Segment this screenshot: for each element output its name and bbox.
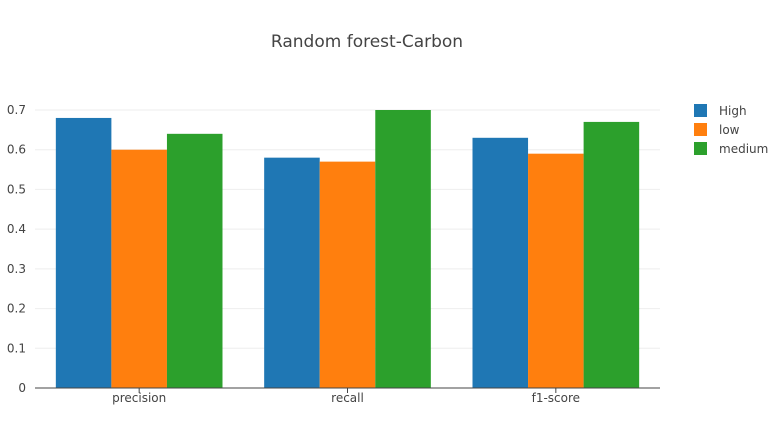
bar-high-f1-score[interactable] [472,137,529,388]
y-tick-label: 0.2 [7,302,26,316]
y-tick-label: 0.4 [7,222,26,236]
bar-high-precision[interactable] [55,117,112,388]
legend-swatch-medium[interactable] [694,142,707,155]
legend-swatch-low[interactable] [694,123,707,136]
legend-label-medium[interactable]: medium [719,142,768,156]
x-tick-label: recall [331,391,364,405]
bar-medium-recall[interactable] [375,110,431,388]
bar-low-precision[interactable] [111,149,167,388]
y-tick-label: 0 [18,381,26,395]
legend-label-low[interactable]: low [719,123,740,137]
legend-swatch-high[interactable] [694,104,707,117]
y-tick-label: 0.5 [7,182,26,196]
bar-medium-precision[interactable] [166,133,223,388]
y-tick-label: 0.7 [7,103,26,117]
chart-title: Random forest-Carbon [271,32,463,52]
axes: 0 0.1 0.2 0.3 0.4 0.5 0.6 0.7 precision recall f1-… [7,103,660,405]
x-tick-label: precision [112,391,166,405]
legend-label-high[interactable]: High [719,104,747,118]
y-tick-label: 0.6 [7,143,26,157]
y-tick-label: 0.3 [7,262,26,276]
y-tick-label: 0.1 [7,341,26,355]
x-tick-label: f1-score [532,391,580,405]
legend: High low medium [694,104,768,156]
bar-low-recall[interactable] [319,161,376,388]
bar-low-f1-score[interactable] [528,153,584,388]
bars [55,110,640,389]
bar-medium-f1-score[interactable] [583,121,640,389]
bar-high-recall[interactable] [264,157,320,388]
